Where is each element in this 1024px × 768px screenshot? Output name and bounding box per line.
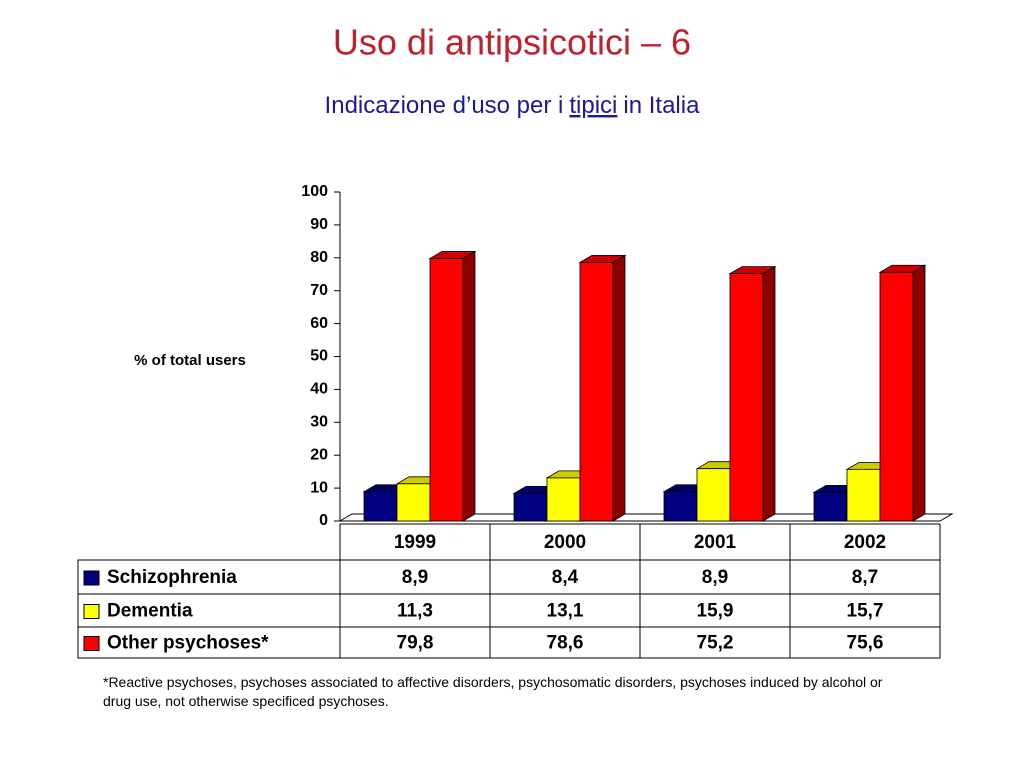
y-tick-label: 70 <box>310 282 328 299</box>
legend-swatch <box>83 604 100 619</box>
data-label: 75,6 <box>847 633 884 654</box>
data-label: 75,2 <box>697 633 734 654</box>
y-tick-label: 50 <box>310 348 328 365</box>
subtitle-part: in Italia <box>623 92 700 119</box>
bar <box>429 258 464 522</box>
data-label: 8,4 <box>552 567 579 588</box>
bar <box>846 468 881 522</box>
x-tick-label: 2002 <box>844 532 886 553</box>
x-tick-label: 2001 <box>694 532 737 553</box>
chart-title: Uso di antipsicotici – 6 <box>333 22 691 63</box>
bar <box>729 273 764 522</box>
data-label: 15,7 <box>847 601 884 622</box>
data-label: 79,8 <box>397 633 434 654</box>
x-tick-label: 2000 <box>544 532 586 553</box>
bar-side <box>462 250 476 522</box>
bar <box>879 271 914 522</box>
y-tick-label: 100 <box>301 183 328 200</box>
y-tick-label: 80 <box>310 249 328 266</box>
subtitle-part: tipici <box>569 92 617 119</box>
y-tick-label: 0 <box>319 512 328 529</box>
chart-subtitle: Indicazione d’uso per i tipici in Italia <box>325 92 701 119</box>
legend-label: Dementia <box>107 601 193 622</box>
bar <box>663 491 698 522</box>
data-label: 8,7 <box>852 567 878 588</box>
bar-side <box>762 265 776 522</box>
bar <box>579 262 614 522</box>
y-tick-label: 20 <box>310 446 328 463</box>
x-tick-label: 1999 <box>394 532 436 553</box>
legend-swatch <box>83 636 100 651</box>
data-label: 8,9 <box>402 567 428 588</box>
bar <box>363 491 398 522</box>
subtitle-part: Indicazione d’uso per i <box>325 92 564 119</box>
y-tick-label: 10 <box>310 479 328 496</box>
footnote: *Reactive psychoses, psychoses associate… <box>103 674 883 709</box>
bar-side <box>912 264 926 522</box>
y-tick-label: 60 <box>310 315 328 332</box>
legend-label: Schizophrenia <box>107 567 237 588</box>
data-label: 11,3 <box>397 601 433 622</box>
data-label: 13,1 <box>547 601 584 622</box>
y-tick-label: 30 <box>310 414 328 431</box>
bar <box>396 483 431 522</box>
bar-side <box>612 254 626 522</box>
data-label: 78,6 <box>547 633 584 654</box>
y-axis-label: % of total users <box>134 352 246 369</box>
y-tick-label: 40 <box>310 381 328 398</box>
data-label: 8,9 <box>702 567 728 588</box>
bar <box>546 477 581 522</box>
y-tick-label: 90 <box>310 216 328 233</box>
data-label: 15,9 <box>697 601 734 622</box>
legend-label: Other psychoses* <box>107 633 269 654</box>
bar <box>513 492 548 522</box>
legend-swatch <box>83 570 100 586</box>
bar <box>813 491 848 522</box>
bar <box>696 468 731 522</box>
